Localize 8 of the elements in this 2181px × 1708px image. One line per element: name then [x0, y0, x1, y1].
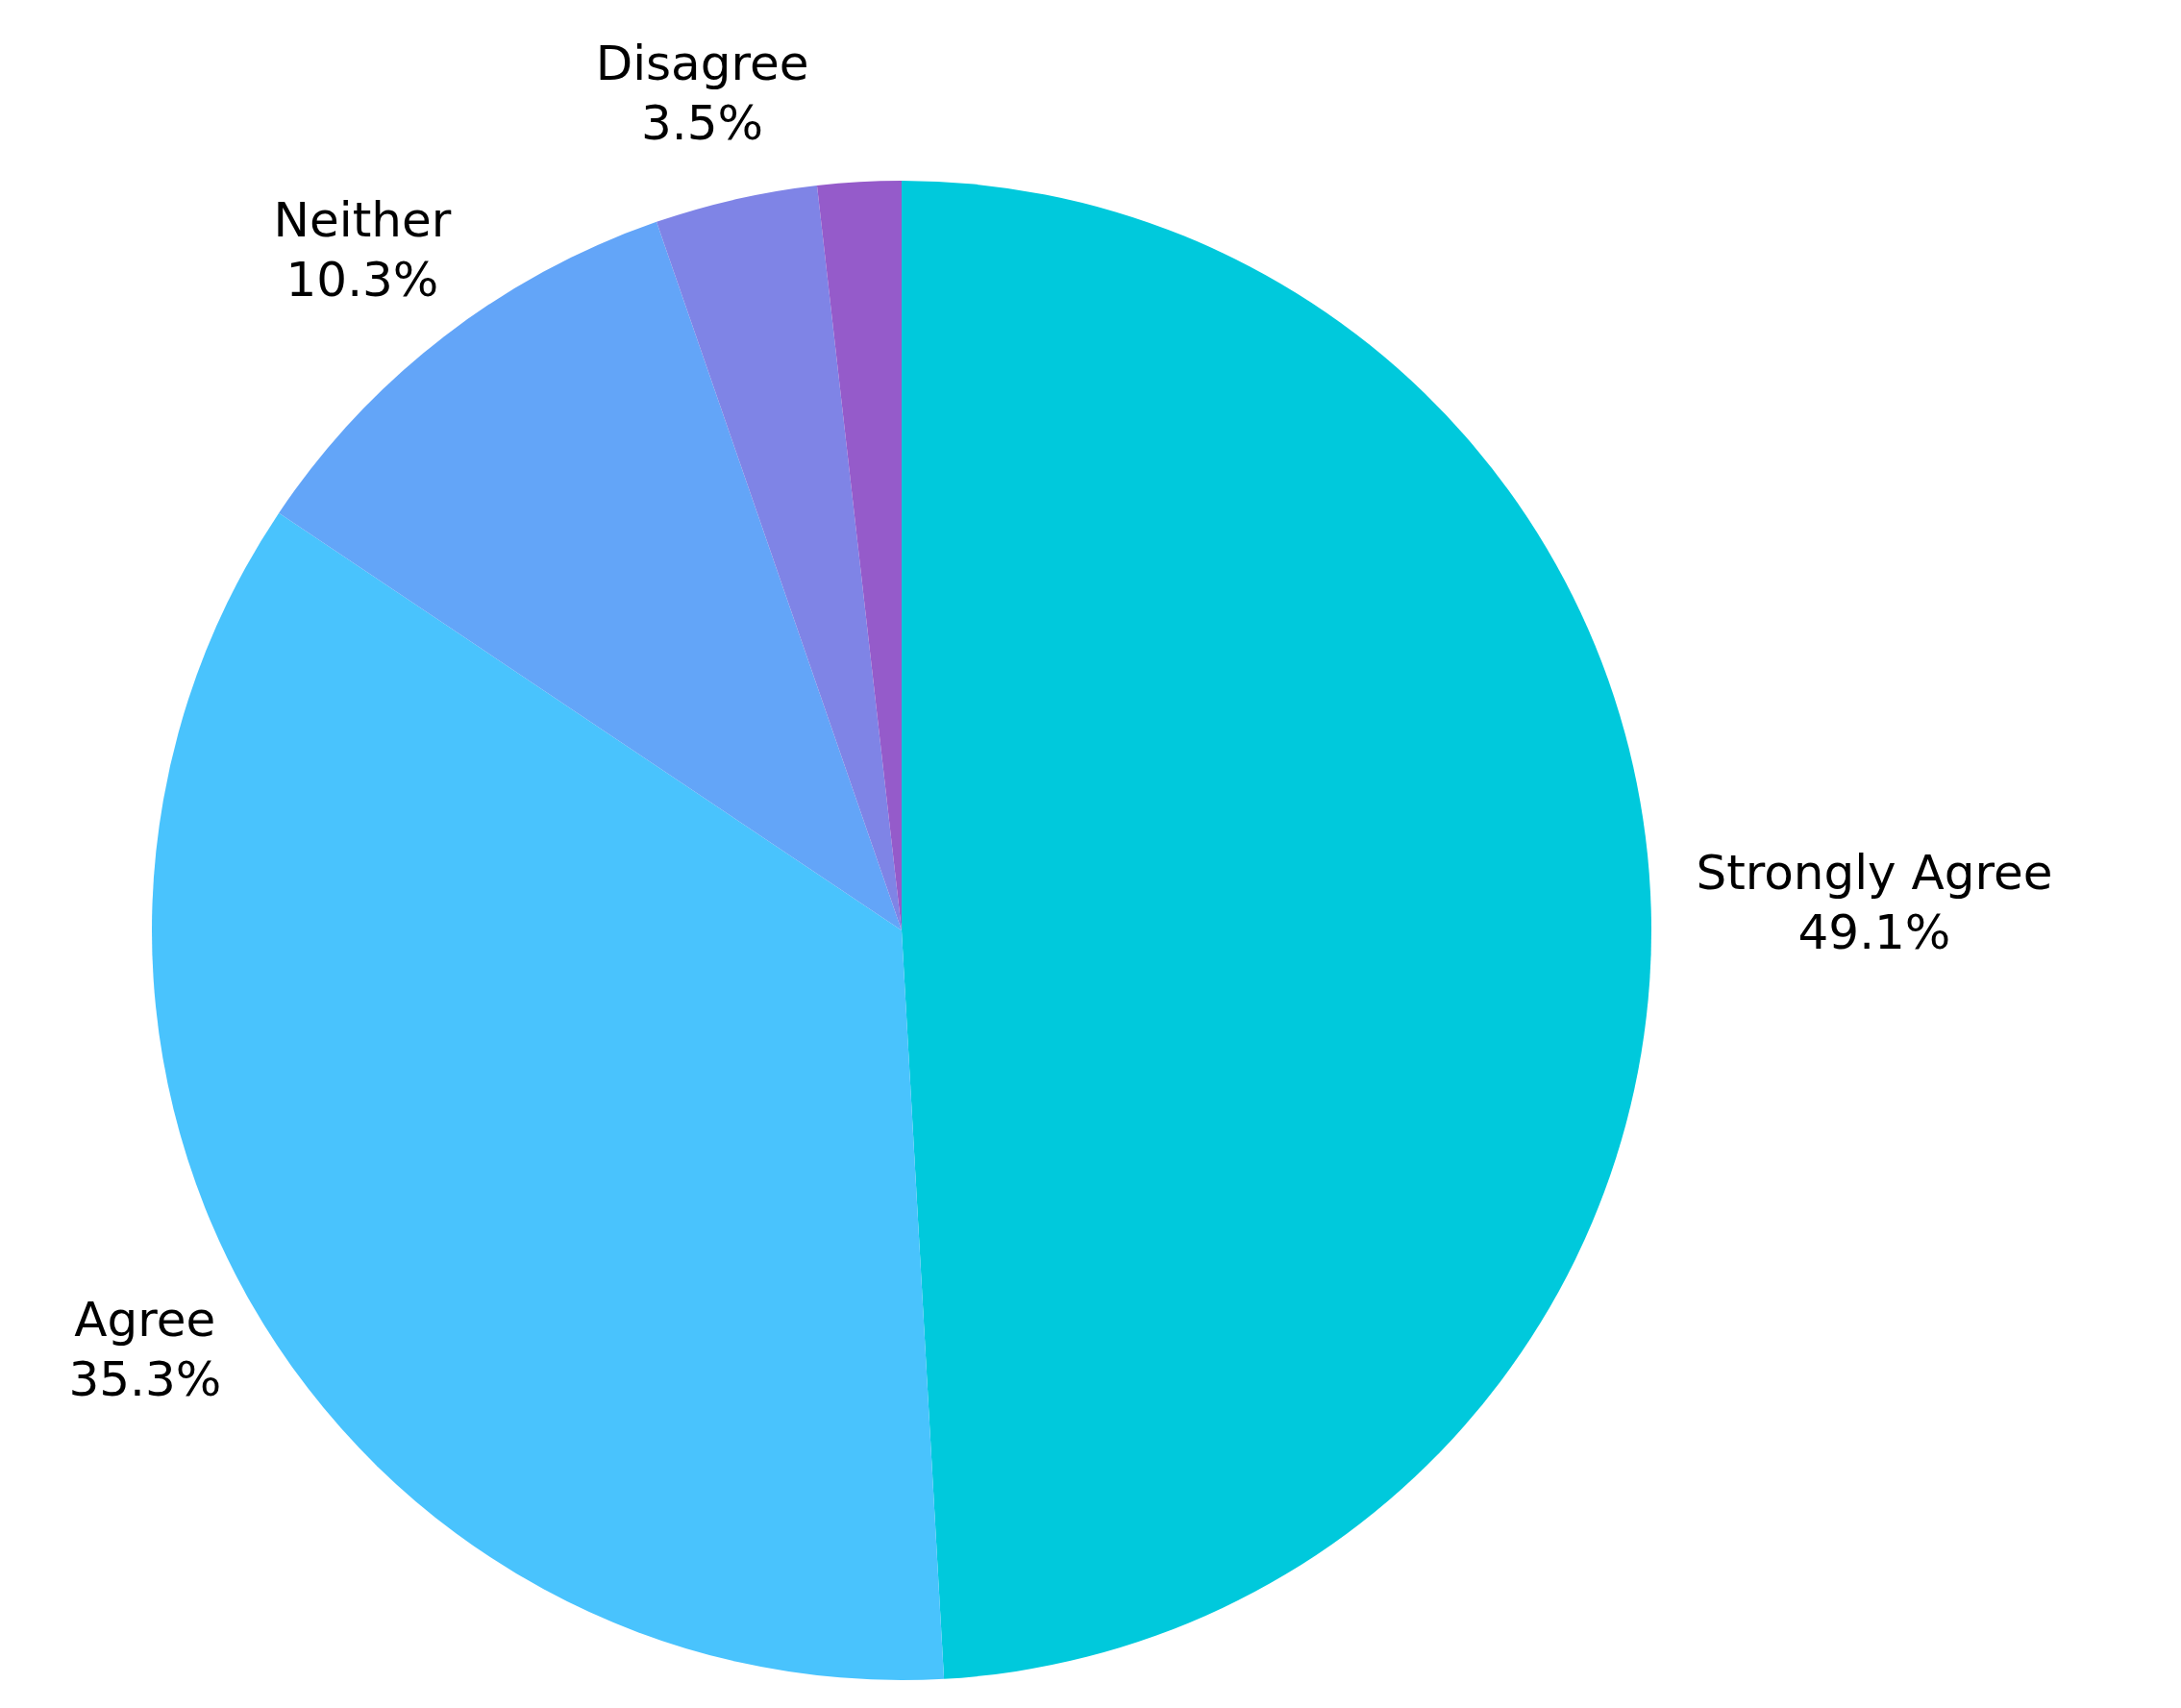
slice-label: Neither: [273, 191, 452, 248]
data-label: 35.3%: [68, 1351, 222, 1408]
data-label: 49.1%: [1797, 904, 1951, 960]
slice-label: Agree: [74, 1292, 216, 1349]
slice-label: Disagree: [595, 36, 809, 92]
data-label: 10.3%: [285, 251, 439, 308]
data-label: 3.5%: [641, 95, 764, 152]
slice-label: Strongly Agree: [1696, 844, 2053, 901]
